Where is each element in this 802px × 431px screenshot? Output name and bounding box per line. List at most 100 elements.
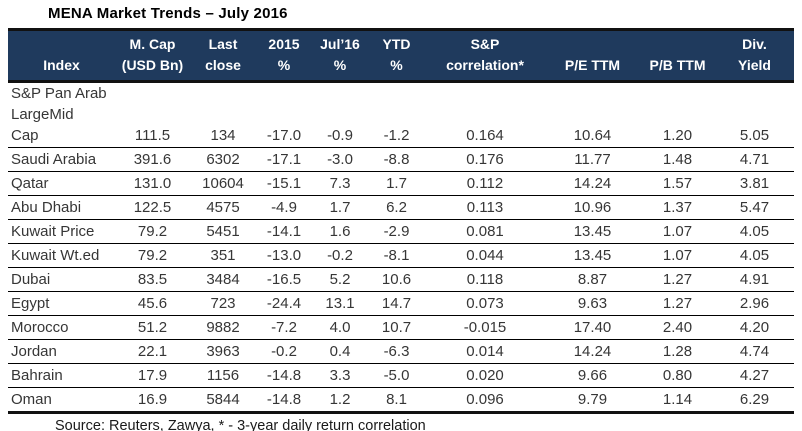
table-row: Bahrain 17.9 1156 -14.8 3.3 -5.0 0.020 9.66 0.80…	[8, 363, 794, 388]
value-cell: 6.29	[739, 391, 770, 408]
value-cell: 131.0	[133, 175, 172, 192]
value-cell: 79.2	[137, 223, 168, 240]
value-cell: 0.80	[662, 367, 693, 384]
value-cell: 391.6	[133, 151, 172, 168]
value-cell: -17.0	[266, 127, 302, 144]
value-cell: -0.015	[463, 319, 507, 336]
value-cell: -14.8	[266, 391, 302, 408]
table-header-row: Index M. Cap (USD Bn) Last close 2015% Jul’16%…	[8, 29, 794, 82]
value-cell: 13.1	[325, 295, 355, 312]
value-cell: 1.57	[662, 175, 693, 192]
value-cell: 4.91	[739, 271, 770, 288]
column-header: Div. Yield	[738, 36, 771, 73]
table-row: Kuwait Wt.ed 79.2 351 -13.0 -0.2 -8.1 0.044 13.…	[8, 243, 794, 268]
value-cell: 14.24	[573, 343, 612, 360]
column-header: Index	[43, 57, 80, 73]
value-cell: -15.1	[266, 175, 302, 192]
value-cell: 17.40	[573, 319, 612, 336]
value-cell: 0.014	[466, 343, 504, 360]
value-cell: 13.45	[573, 223, 612, 240]
value-cell: 4575	[206, 199, 240, 216]
value-cell: 8.87	[577, 271, 608, 288]
column-header: Last close	[205, 36, 241, 73]
value-cell: 1.28	[662, 343, 693, 360]
value-cell: 10.7	[381, 319, 412, 336]
table-row: Oman 16.9 5844 -14.8 1.2 8.1 0.096 9.79 1.14 6.29	[8, 387, 794, 413]
value-cell: -8.1	[383, 247, 410, 264]
value-cell: 1.6	[329, 223, 351, 240]
value-cell: 122.5	[133, 199, 172, 216]
value-cell: 13.45	[573, 247, 612, 264]
index-name-cell: Abu Dhabi	[11, 199, 82, 216]
value-cell: 10.6	[381, 271, 412, 288]
column-header: Jul’16%	[320, 36, 360, 73]
value-cell: 11.77	[574, 151, 611, 168]
value-cell: 3484	[206, 271, 240, 288]
value-cell: 10604	[202, 175, 244, 192]
value-cell: -16.5	[266, 271, 302, 288]
index-name-cell: Egypt	[11, 295, 50, 312]
value-cell: 3963	[206, 343, 240, 360]
value-cell: -2.9	[383, 223, 410, 240]
value-cell: 1156	[206, 367, 240, 384]
value-cell: 723	[210, 295, 236, 312]
value-cell: 14.7	[381, 295, 412, 312]
column-header: P/B TTM	[649, 57, 706, 73]
value-cell: -14.1	[266, 223, 302, 240]
index-name-cell: Jordan	[11, 343, 57, 360]
value-cell: -0.2	[271, 343, 297, 360]
value-cell: 7.3	[329, 175, 351, 192]
value-cell: 45.6	[137, 295, 168, 312]
value-cell: 5.47	[739, 199, 770, 216]
value-cell: -14.8	[266, 367, 302, 384]
value-cell: 1.37	[662, 199, 693, 216]
value-cell: 4.74	[739, 343, 770, 360]
index-name-cell: Oman	[11, 391, 52, 408]
value-cell: 1.48	[662, 151, 693, 168]
index-name-cell: Kuwait Wt.ed	[11, 247, 100, 264]
value-cell: -6.3	[383, 343, 410, 360]
page-title: MENA Market Trends – July 2016	[48, 5, 288, 22]
value-cell: 3.81	[739, 175, 770, 192]
value-cell: 0.096	[466, 391, 504, 408]
table-row: Jordan 22.1 3963 -0.2 0.4 -6.3 0.014 14.24 1.28 4…	[8, 339, 794, 364]
value-cell: 0.112	[466, 175, 504, 192]
value-cell: 0.4	[329, 343, 351, 360]
value-cell: 0.073	[466, 295, 504, 312]
value-cell: -24.4	[266, 295, 302, 312]
value-cell: -17.1	[266, 151, 302, 168]
column-header: P/E TTM	[564, 57, 621, 73]
value-cell: 2.40	[662, 319, 693, 336]
value-cell: 4.05	[739, 223, 770, 240]
value-cell: 351	[210, 247, 236, 264]
table-row: Qatar 131.0 10604 -15.1 7.3 1.7 0.112 14.24 1.57…	[8, 171, 794, 196]
index-name-cell: Kuwait Price	[11, 223, 95, 240]
index-name-cell: Saudi Arabia	[11, 151, 97, 168]
value-cell: 10.96	[573, 199, 612, 216]
index-name-cell: Dubai	[11, 271, 51, 288]
value-cell: 6302	[206, 151, 240, 168]
value-cell: 0.081	[466, 223, 504, 240]
source-note: Source: Reuters, Zawya, * - 3-year daily…	[55, 418, 426, 431]
value-cell: 22.1	[137, 343, 168, 360]
index-name-cell: Morocco	[11, 319, 69, 336]
value-cell: -0.2	[327, 247, 353, 264]
value-cell: 83.5	[137, 271, 168, 288]
value-cell: 1.2	[329, 391, 351, 408]
value-cell: 2.96	[739, 295, 770, 312]
value-cell: 1.07	[662, 247, 693, 264]
column-header: M. Cap (USD Bn)	[121, 36, 184, 73]
table-row: Saudi Arabia 391.6 6302 -17.1 -3.0 -8.8 0.176 1…	[8, 147, 794, 172]
value-cell: 9.79	[577, 391, 608, 408]
value-cell: 4.0	[329, 319, 351, 336]
value-cell: 5451	[206, 223, 240, 240]
index-name-cell: Qatar	[11, 175, 49, 192]
column-header: S&P correlation*	[446, 36, 524, 73]
value-cell: 1.07	[662, 223, 693, 240]
index-name-cell: Bahrain	[11, 367, 63, 384]
value-cell: 5.2	[329, 271, 351, 288]
value-cell: -4.9	[271, 199, 297, 216]
value-cell: 16.9	[137, 391, 168, 408]
value-cell: 51.2	[137, 319, 168, 336]
value-cell: 4.05	[739, 247, 770, 264]
